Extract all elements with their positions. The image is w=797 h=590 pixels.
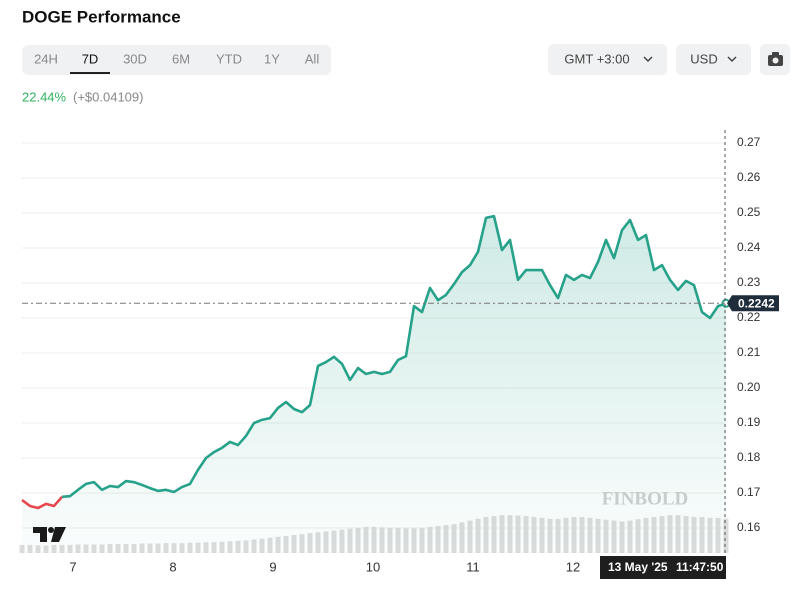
x-tick-label: 11 <box>466 559 480 574</box>
y-tick-label: 0.27 <box>737 135 761 149</box>
chevron <box>727 56 737 63</box>
camera-icon <box>768 52 783 66</box>
page-title: DOGE Performance <box>22 7 181 26</box>
y-tick-label: 0.17 <box>737 485 761 499</box>
tv-logo-dot <box>48 527 54 533</box>
y-tick-label: 0.19 <box>737 415 761 429</box>
tab[interactable]: 6M <box>172 51 190 66</box>
tv-logo <box>33 527 66 542</box>
timezone-label: GMT +3:00 <box>564 51 629 66</box>
date-tag-date: 13 May '25 <box>608 560 668 574</box>
range-tabs <box>22 45 331 75</box>
change-absolute: (+$0.04109) <box>73 89 143 104</box>
tab[interactable]: 24H <box>34 51 58 66</box>
y-tick-label: 0.24 <box>737 240 761 254</box>
tab[interactable]: All <box>305 51 320 66</box>
tab[interactable]: YTD <box>216 51 242 66</box>
currency-select[interactable] <box>676 44 751 75</box>
timezone-select[interactable] <box>548 44 667 75</box>
tab-group: 24H 7D 30D 6M YTD 1Y All <box>34 51 319 74</box>
currency-label: USD <box>690 51 717 66</box>
tab[interactable]: 1Y <box>264 51 280 66</box>
y-tick-label: 0.20 <box>737 380 761 394</box>
y-tick-label: 0.16 <box>737 520 761 534</box>
x-tick-label: 10 <box>366 559 380 574</box>
price-line <box>61 214 727 499</box>
price-area <box>22 216 726 553</box>
date-tag <box>600 556 726 579</box>
y-tick-label: 0.23 <box>737 275 761 289</box>
y-tick-label: 0.18 <box>737 450 761 464</box>
y-tick-label: 0.26 <box>737 170 761 184</box>
tab[interactable]: 7D <box>82 51 99 66</box>
chevron <box>643 56 653 63</box>
price-tag <box>727 295 779 312</box>
tab-underline <box>70 72 110 74</box>
x-tick-label: 7 <box>69 559 76 574</box>
y-tick-label: 0.25 <box>737 205 761 219</box>
price-line <box>21 495 63 510</box>
date-tag-time: 11:47:50 <box>676 560 724 574</box>
x-tick-label: 9 <box>269 559 276 574</box>
y-tick-label: 0.22 <box>737 310 761 324</box>
tab[interactable]: 30D <box>123 51 147 66</box>
chart: 0.16 0.17 0.18 0.19 0.20 0.21 0.22 0.23 0.24 0.25… <box>19 130 779 579</box>
x-tick-label: 8 <box>169 559 176 574</box>
y-tick-label: 0.21 <box>737 345 761 359</box>
x-tick-label: 12 <box>566 559 580 574</box>
price-tag-label: 0.2242 <box>738 296 775 310</box>
change-percent: 22.44% <box>22 89 67 104</box>
